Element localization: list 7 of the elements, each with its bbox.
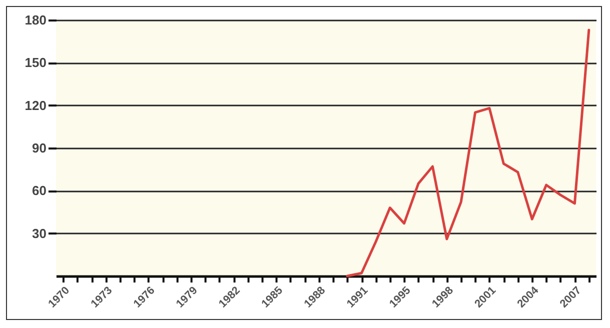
y-tick-label: 120 <box>24 98 46 113</box>
y-tick-label: 150 <box>24 55 46 70</box>
y-tick-label: 180 <box>24 12 46 28</box>
y-tick-label: 90 <box>32 140 46 156</box>
line-series <box>346 28 590 278</box>
y-tick-label: 60 <box>32 183 46 198</box>
y-tick-label: 30 <box>32 226 46 241</box>
